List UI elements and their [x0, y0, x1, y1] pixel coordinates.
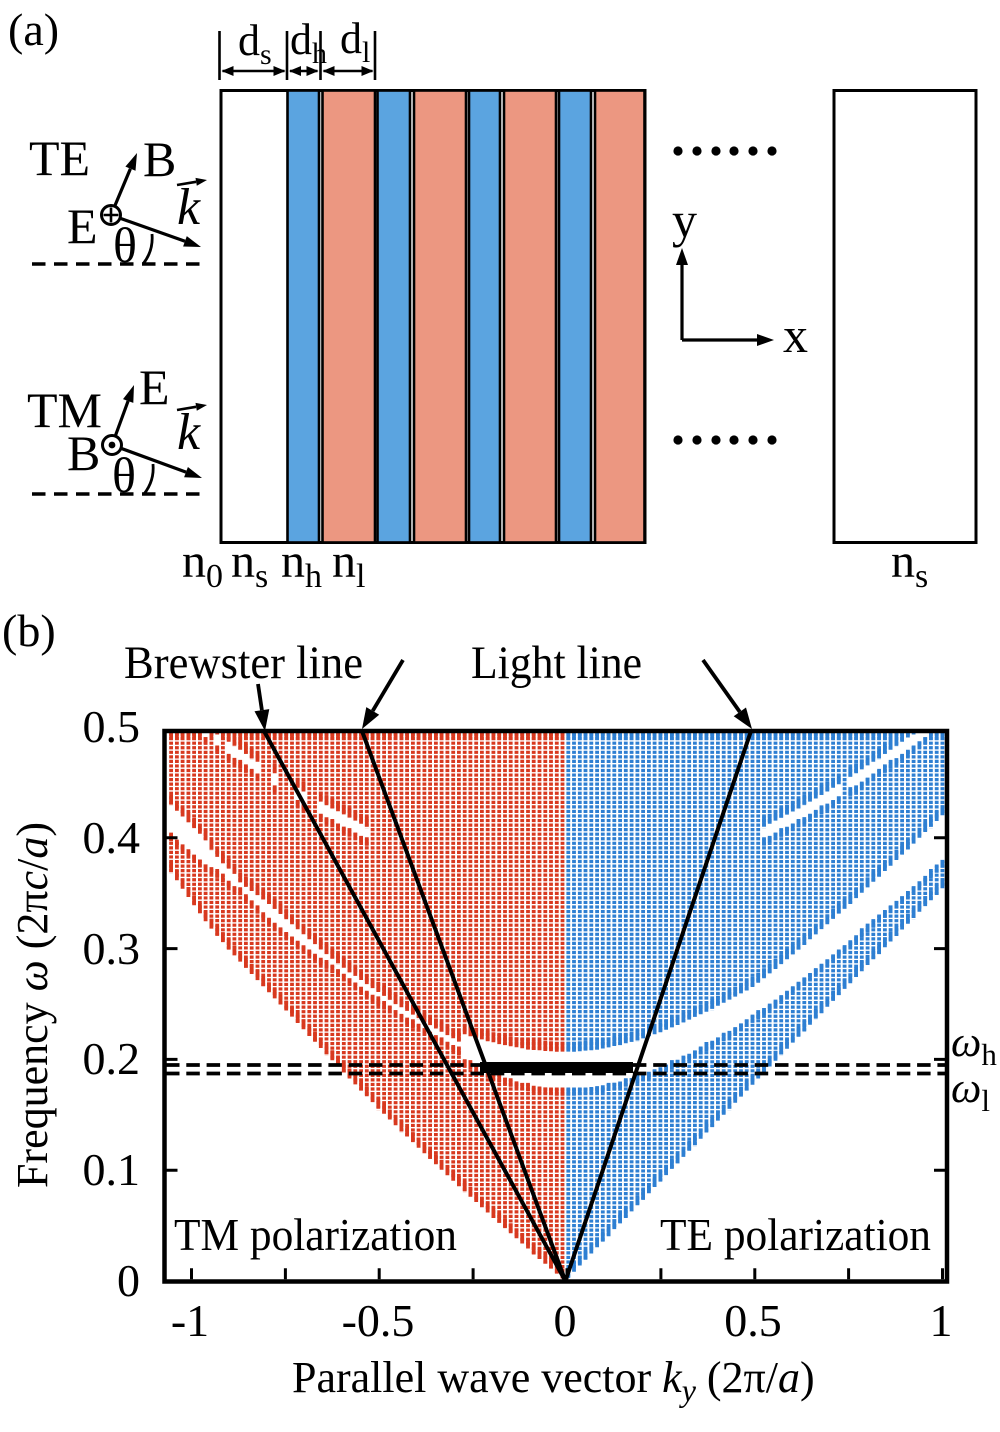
svg-text:-1: -1 — [171, 1295, 209, 1346]
svg-text:B: B — [67, 425, 100, 481]
svg-text:y: y — [672, 192, 697, 248]
svg-text:TE: TE — [29, 130, 90, 186]
svg-text:Light line: Light line — [471, 637, 642, 689]
svg-text:0: 0 — [554, 1295, 577, 1346]
svg-text:0.3: 0.3 — [83, 923, 141, 974]
svg-text:0.5: 0.5 — [83, 701, 141, 752]
svg-text:Parallel wave vector ky (2π/a): Parallel wave vector ky (2π/a) — [292, 1353, 815, 1408]
svg-text:-0.5: -0.5 — [342, 1295, 415, 1346]
svg-text:0.1: 0.1 — [83, 1144, 141, 1195]
svg-text:(a): (a) — [8, 4, 59, 55]
svg-text:E: E — [67, 198, 98, 254]
svg-text:θ: θ — [113, 217, 137, 273]
svg-text:k: k — [177, 179, 201, 236]
svg-text:1: 1 — [930, 1295, 953, 1346]
svg-text:ωh: ωh — [951, 1019, 997, 1072]
svg-text:nl: nl — [332, 535, 365, 595]
svg-text:0.5: 0.5 — [724, 1295, 782, 1346]
svg-text:Brewster line: Brewster line — [124, 637, 363, 689]
svg-text:(b): (b) — [2, 605, 56, 656]
svg-text:B: B — [143, 131, 176, 187]
svg-text:Frequency ω (2πc/a): Frequency ω (2πc/a) — [8, 822, 57, 1188]
svg-text:TE polarization: TE polarization — [660, 1209, 931, 1260]
svg-text:0.2: 0.2 — [83, 1033, 141, 1084]
svg-text:0.4: 0.4 — [83, 812, 141, 863]
svg-text:E: E — [139, 359, 170, 415]
svg-text:k: k — [177, 404, 201, 461]
svg-text:nh: nh — [281, 535, 322, 595]
svg-text:TM: TM — [27, 382, 102, 438]
svg-text:TM polarization: TM polarization — [174, 1209, 457, 1260]
svg-text:x: x — [783, 307, 808, 363]
svg-text:θ: θ — [112, 447, 136, 503]
svg-text:0: 0 — [117, 1255, 140, 1306]
